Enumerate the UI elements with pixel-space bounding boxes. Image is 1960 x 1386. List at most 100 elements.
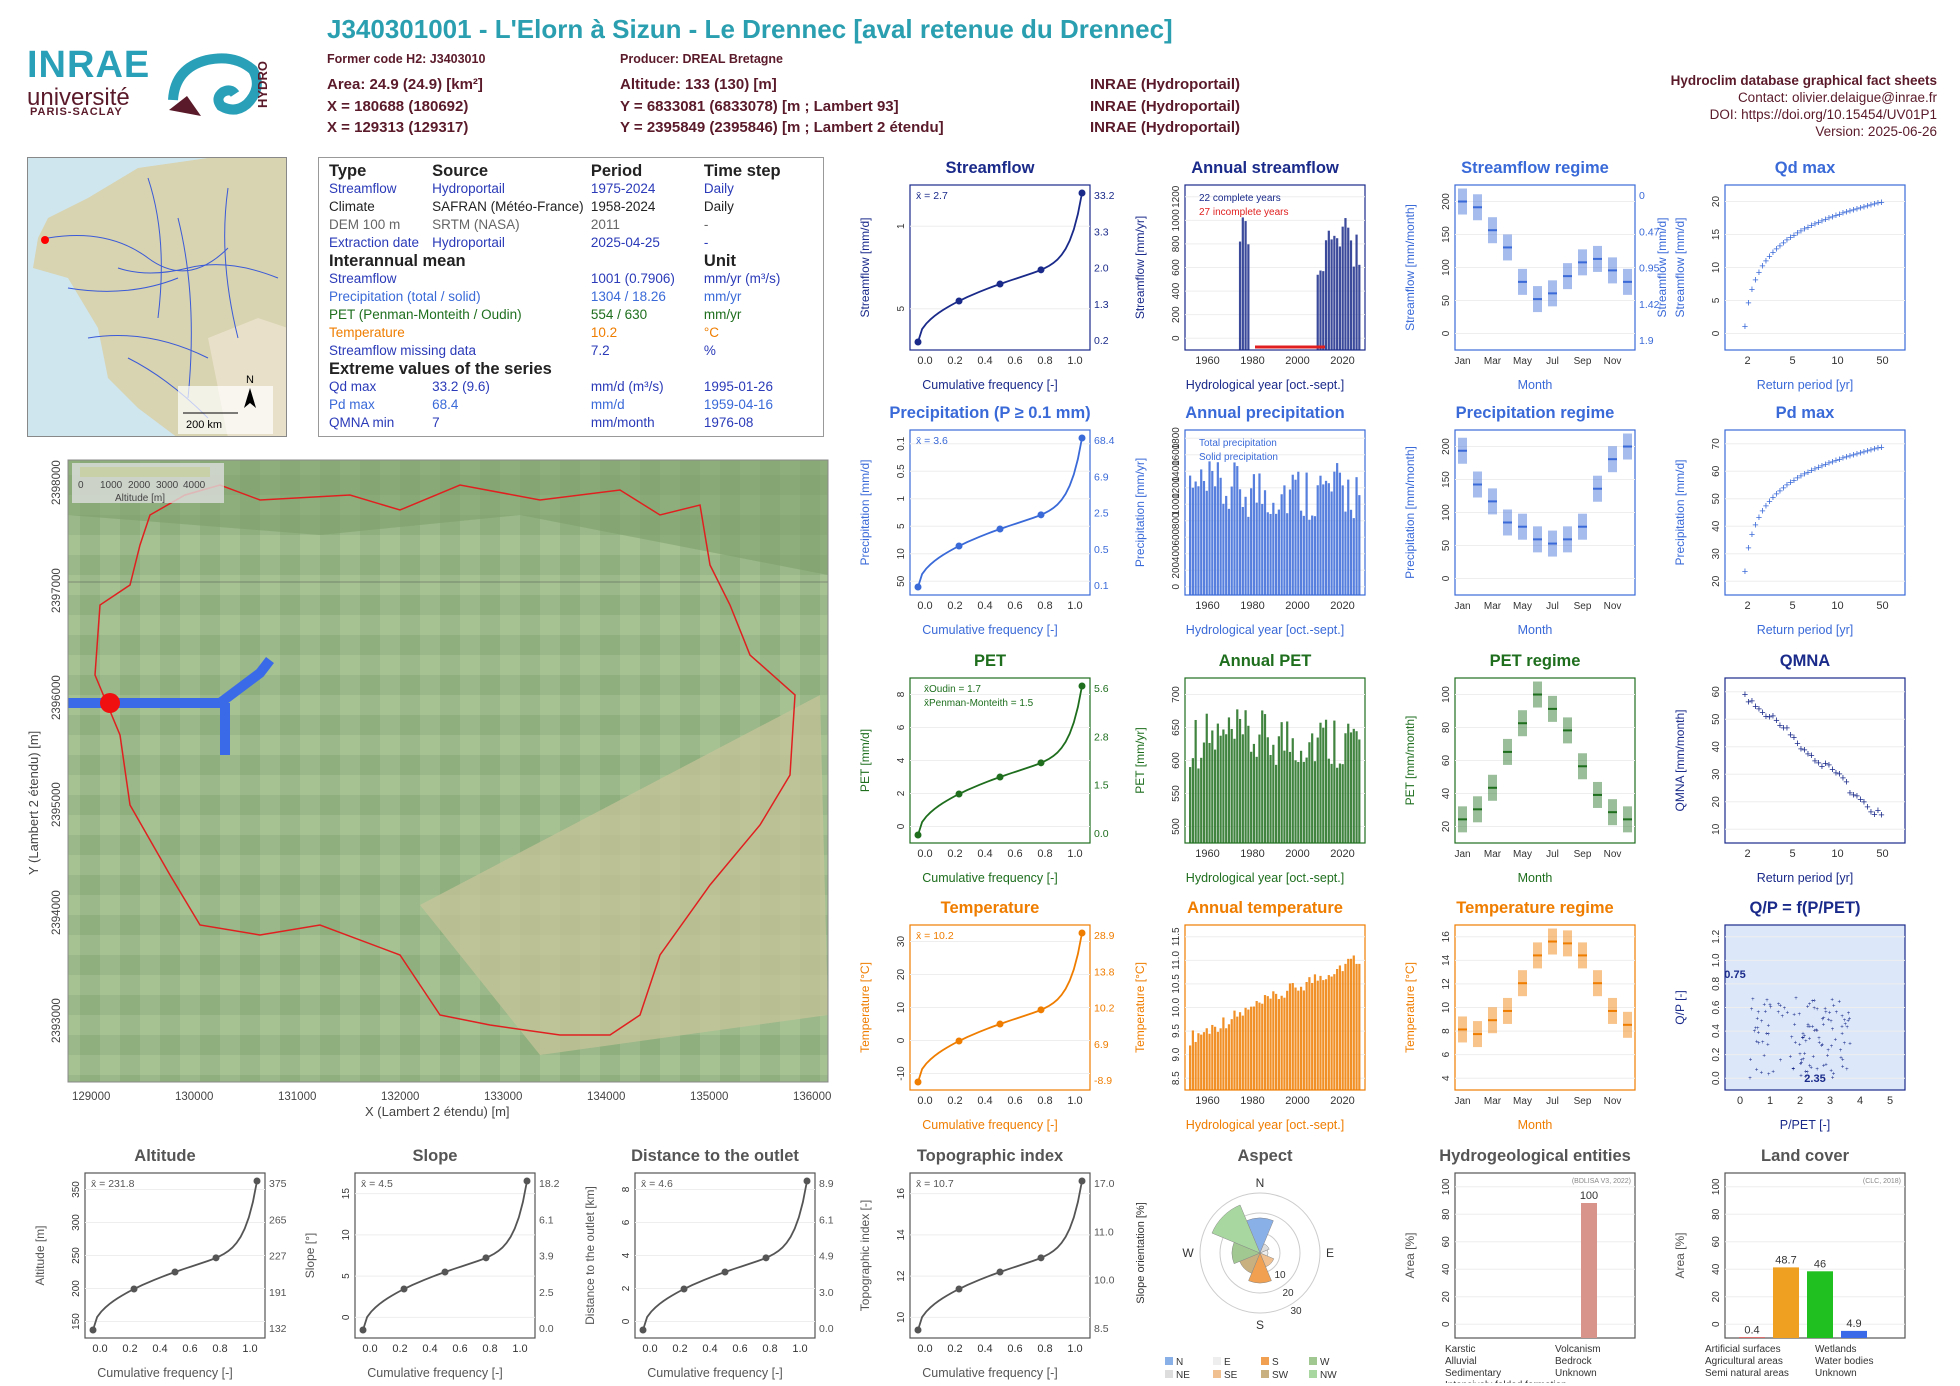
legend-label: Water bodies [1815, 1356, 1874, 1367]
aspect-sector [1248, 1252, 1272, 1284]
scatter-point: + [1756, 512, 1762, 524]
scatter-point: + [1806, 1025, 1810, 1031]
x-tick: Jan [1454, 1096, 1470, 1107]
x-tick: 50 [1876, 848, 1888, 860]
chart-ylabel: Area [%] [1403, 1232, 1417, 1278]
annual-bar [1208, 461, 1211, 595]
legend-label: Agricultural areas [1705, 1356, 1783, 1367]
annual-bar [1280, 722, 1283, 843]
annual-bar [1211, 470, 1214, 595]
annual-bar [1344, 218, 1347, 350]
scatter-point: + [1834, 1038, 1838, 1044]
scatter-point: + [1745, 543, 1751, 555]
y-tick: 0.8 [1711, 977, 1722, 991]
legend-swatch [1261, 1370, 1269, 1378]
y-tick: 10.5 [1171, 974, 1182, 994]
annual-bar [1313, 761, 1317, 843]
chart-ylabel: Slope orientation [%] [1135, 1202, 1147, 1304]
annual-bar [1189, 1045, 1192, 1090]
scatter-point: + [1762, 1054, 1766, 1060]
right-tick: 33.2 [1094, 190, 1115, 202]
scatter-point: + [1812, 1006, 1816, 1012]
bar-value: 100 [1580, 1190, 1598, 1202]
chart-title: Distance to the outlet [631, 1147, 799, 1165]
scatter-point: + [1798, 471, 1804, 483]
x-tick: 0.6 [732, 1343, 747, 1355]
chart-title: Hydrogeological entities [1439, 1147, 1631, 1165]
annual-bar [1299, 750, 1303, 843]
scatter-point: + [1798, 1042, 1802, 1048]
x-tick: May [1513, 849, 1532, 860]
chart-pet_regime: PET regime 20 40 60 80 100 Jan Mar May Jul Sep Nov M… [1403, 652, 1636, 885]
annual-bar [1230, 486, 1233, 595]
x-tick: 1.0 [242, 1343, 257, 1355]
landcover-bar [1773, 1267, 1799, 1338]
scatter-point: + [1799, 1061, 1803, 1067]
y-tick: 0.1 [896, 436, 907, 450]
right-tick: 6.9 [1094, 1039, 1109, 1051]
scatter-point: + [1843, 1041, 1847, 1047]
scatter-point: + [1847, 205, 1853, 217]
annual-bar [1275, 993, 1278, 1090]
annual-bar [1247, 1009, 1250, 1090]
scatter-point: + [1822, 758, 1828, 770]
x-tick: Mar [1484, 1096, 1502, 1107]
annual-bar [1294, 760, 1297, 843]
x-tick: 1960 [1195, 355, 1219, 367]
annual-bar [1291, 474, 1294, 595]
annual-bar [1197, 1033, 1200, 1090]
svg-text:131000: 131000 [278, 1091, 316, 1103]
scatter-point: + [1766, 1043, 1770, 1049]
scatter-point: + [1811, 1024, 1815, 1030]
y-tick: 2 [896, 790, 907, 796]
chart-title: Precipitation (P ≥ 0.1 mm) [889, 404, 1090, 422]
scatter-point: + [1787, 730, 1793, 742]
y-l93: Y = 6833081 (6833078) [m ; Lambert 93] [620, 98, 899, 115]
annual-bar [1327, 230, 1330, 350]
scatter-point: + [1766, 496, 1772, 508]
x-tick: 1.0 [1067, 1095, 1082, 1107]
scatter-point: + [1763, 501, 1769, 513]
scatter-point: + [1752, 519, 1758, 531]
annual-bar [1330, 239, 1333, 350]
legend-label: Total precipitation [1199, 438, 1277, 449]
scatter-point: + [1798, 1052, 1802, 1058]
annual-bar [1213, 486, 1217, 595]
scatter-point: + [1759, 261, 1765, 273]
x-tick: 0.6 [1007, 1095, 1022, 1107]
annual-bar [1222, 729, 1225, 843]
annual-bar [1349, 958, 1353, 1090]
scatter-point: + [1868, 199, 1874, 211]
y-tick: 50 [896, 575, 907, 587]
chart-ylabel: Distance to the outlet [km] [583, 1186, 597, 1325]
annual-bar [1280, 995, 1283, 1090]
x-tick: 4 [1857, 1095, 1863, 1107]
chart-ylabel: PET [mm/month] [1403, 716, 1417, 806]
chart-ylabel: PET [mm/yr] [1133, 727, 1147, 793]
x-tick: 0.0 [642, 1343, 657, 1355]
annual-bar [1341, 764, 1344, 843]
y-tick: 5 [1711, 297, 1722, 303]
scatter-point: + [1829, 1068, 1833, 1074]
annual-bar [1236, 466, 1239, 595]
scatter-point: + [1799, 1074, 1803, 1080]
x-tick: 2 [1744, 600, 1750, 612]
annual-bar [1219, 735, 1222, 843]
annual-bar [1308, 519, 1311, 595]
x-tick: 1.0 [1067, 848, 1082, 860]
info-head: Type Source Period Time step [329, 162, 781, 180]
annual-bar [1291, 738, 1294, 843]
annual-bar [1255, 502, 1258, 595]
scatter-point: + [1770, 711, 1776, 723]
y-tick: 4 [896, 757, 907, 763]
scatter-point: + [1812, 998, 1816, 1004]
annual-bar [1269, 754, 1272, 843]
annual-bar [1294, 479, 1297, 595]
annual-bar [1316, 737, 1319, 843]
quantile-point [914, 338, 922, 346]
y-tick: 70 [1711, 438, 1722, 450]
y-tick: 1 [896, 496, 907, 502]
legend-label: SW [1272, 1370, 1289, 1381]
right-tick: 11.0 [1094, 1226, 1114, 1238]
